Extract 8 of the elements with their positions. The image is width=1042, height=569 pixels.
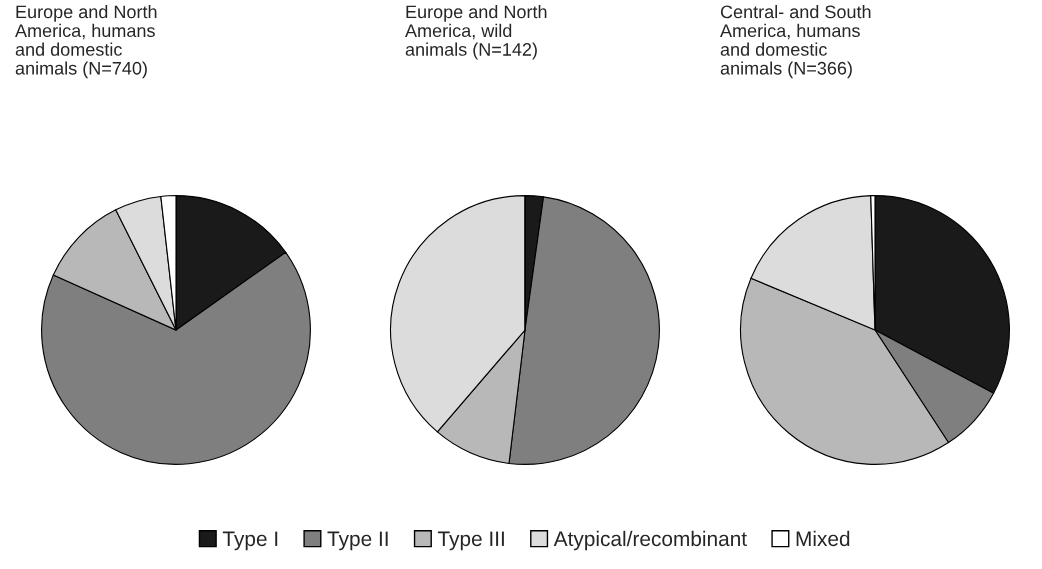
legend-label: Type III — [437, 531, 504, 551]
legend-label: Type I — [222, 531, 278, 551]
chart-title: Europe and North America, humans and domestic animals (N=740) — [15, 5, 157, 79]
chart-title: Europe and North America, wild animals (N=142) — [405, 5, 547, 60]
legend-label: Atypical/recombinant — [553, 530, 747, 551]
legend-label: Mixed — [796, 530, 850, 547]
legend-label: Type II — [327, 531, 388, 551]
chart-title: Central- and South America, humans and domestic animals (N=366) — [720, 5, 871, 79]
